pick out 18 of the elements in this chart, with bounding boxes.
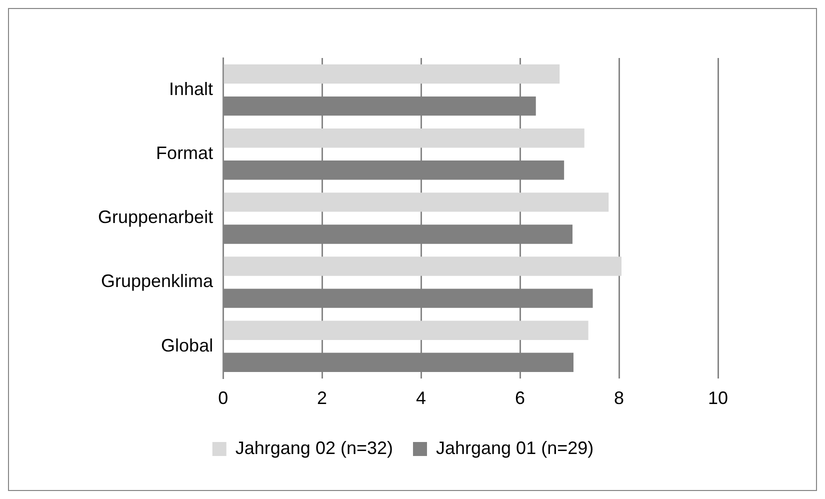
x-tick-label: 2	[317, 388, 328, 408]
x-tick-label: 8	[614, 388, 624, 408]
bar	[224, 256, 622, 276]
x-tick-label: 4	[416, 388, 426, 408]
x-tick-label: 6	[515, 388, 526, 408]
y-tick-label: Inhalt	[169, 79, 214, 100]
bar	[224, 320, 588, 340]
legend-label: Jahrgang 02 (n=32)	[235, 438, 394, 458]
bar	[224, 192, 609, 212]
y-tick-label: Format	[156, 143, 214, 164]
y-tick-label: Gruppenarbeit	[98, 207, 214, 228]
bar	[224, 128, 584, 148]
legend-label: Jahrgang 01 (n=29)	[436, 438, 594, 458]
x-tick-label: 10	[708, 388, 728, 408]
y-tick-label: Global	[161, 335, 214, 356]
bar	[224, 64, 560, 84]
x-tick-label: 0	[218, 388, 228, 408]
y-tick-label: Gruppenklima	[101, 271, 214, 292]
